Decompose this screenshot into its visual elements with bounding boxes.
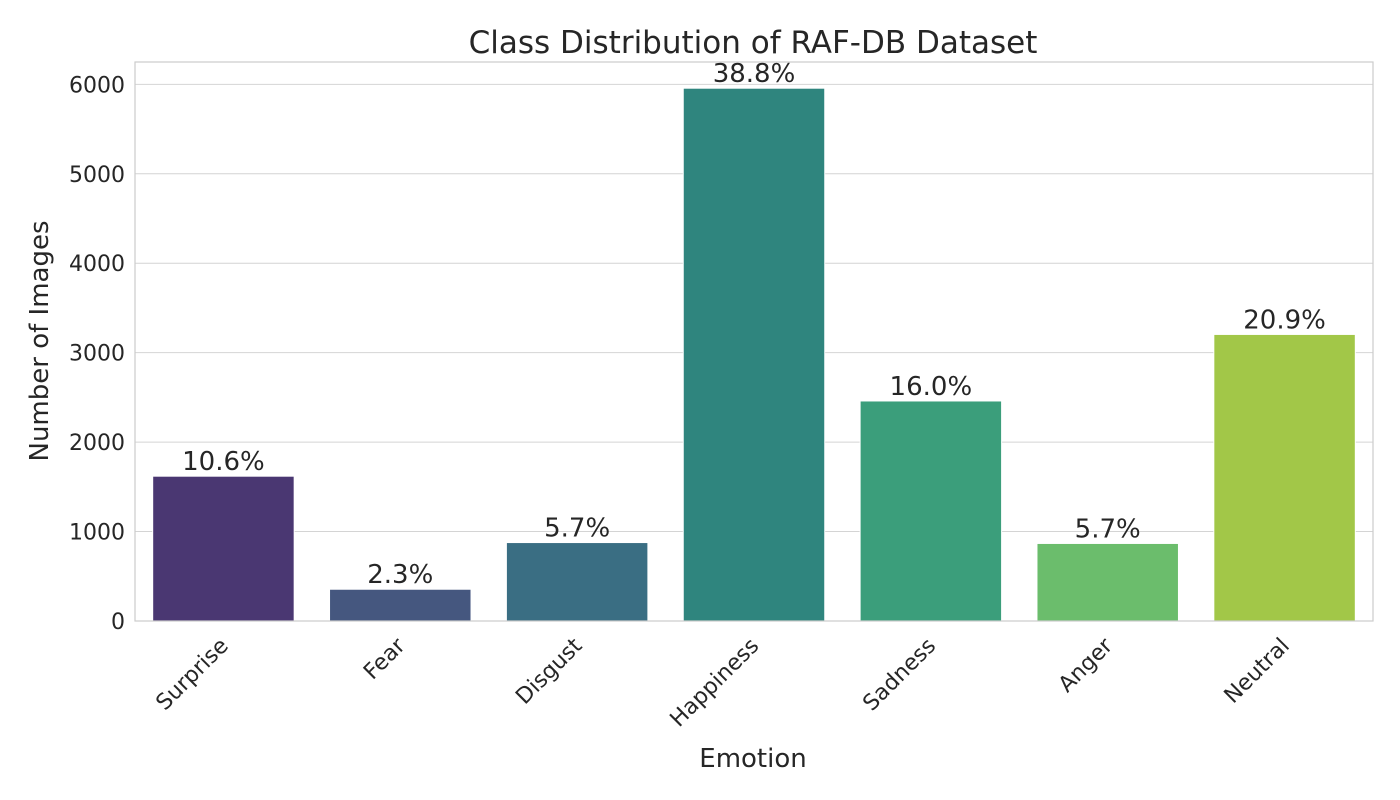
bar-surprise bbox=[152, 475, 295, 622]
data-label-disgust: 5.7% bbox=[544, 514, 610, 544]
chart-title: Class Distribution of RAF-DB Dataset bbox=[469, 25, 1038, 61]
bars bbox=[152, 87, 1356, 622]
bar-fear bbox=[329, 588, 472, 622]
data-label-fear: 2.3% bbox=[367, 560, 433, 590]
y-tick-labels: 0 1000 2000 3000 4000 5000 6000 bbox=[69, 73, 125, 635]
bar-disgust bbox=[505, 542, 649, 622]
y-tick-label: 6000 bbox=[69, 73, 125, 98]
bar-anger bbox=[1036, 542, 1179, 622]
x-tick-label-anger: Anger bbox=[1054, 633, 1119, 698]
plot-frame bbox=[134, 61, 1374, 622]
x-tick-label-sadness: Sadness bbox=[858, 634, 941, 717]
data-label-anger: 5.7% bbox=[1075, 514, 1141, 544]
x-tick-label-fear: Fear bbox=[359, 633, 411, 685]
x-axis-label: Emotion bbox=[699, 744, 806, 774]
data-label-neutral: 20.9% bbox=[1243, 305, 1326, 335]
x-tick-label-neutral: Neutral bbox=[1220, 634, 1295, 709]
y-tick-label: 5000 bbox=[69, 163, 125, 188]
y-axis-label: Number of Images bbox=[25, 220, 55, 461]
y-tick-label: 4000 bbox=[69, 252, 125, 277]
bar-happiness bbox=[682, 87, 826, 622]
y-tick-label: 3000 bbox=[69, 342, 125, 367]
bar-sadness bbox=[859, 400, 1003, 622]
y-tick-label: 2000 bbox=[69, 431, 125, 456]
y-tick-label: 0 bbox=[111, 610, 125, 635]
x-tick-label-disgust: Disgust bbox=[511, 633, 587, 709]
x-tick-label-surprise: Surprise bbox=[152, 634, 234, 716]
data-label-surprise: 10.6% bbox=[182, 447, 265, 477]
bar-neutral bbox=[1213, 333, 1356, 622]
y-tick-label: 1000 bbox=[69, 521, 125, 546]
data-label-sadness: 16.0% bbox=[890, 372, 973, 402]
x-tick-label-happiness: Happiness bbox=[666, 634, 765, 733]
data-label-happiness: 38.8% bbox=[713, 59, 796, 89]
x-tick-labels: Surprise Fear Disgust Happiness Sadness Anger… bbox=[152, 633, 1295, 732]
data-labels: 10.6% 2.3% 5.7% 38.8% 16.0% 5.7% 20.9% bbox=[182, 59, 1326, 590]
